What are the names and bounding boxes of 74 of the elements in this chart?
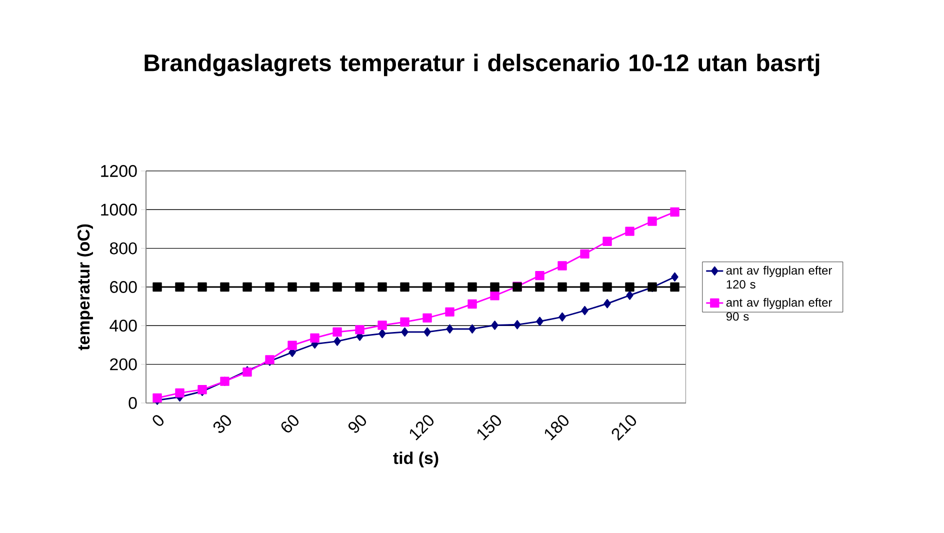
point (310, 333, 320, 343)
point (220, 282, 230, 292)
point (445, 282, 454, 292)
point (490, 291, 500, 300)
y-tick-label: 1000 (101, 204, 137, 216)
y-tick-label: 400 (110, 320, 137, 332)
x-tick-label: 30 (213, 415, 232, 433)
point (558, 261, 567, 270)
point (580, 249, 590, 259)
point (558, 282, 567, 292)
point (198, 282, 207, 292)
point (175, 388, 184, 398)
point (580, 282, 590, 292)
y-tick-label: 1200 (101, 164, 137, 177)
point (602, 282, 612, 292)
y-axis-title: temperatur (oC) (77, 224, 93, 350)
point (625, 282, 634, 292)
point (332, 327, 342, 337)
point (288, 340, 297, 350)
point (378, 282, 387, 292)
point (355, 282, 364, 292)
point (535, 282, 544, 292)
chart-title: Brandgaslagrets temperatur i delscenario 10-12 utan basrtj (144, 54, 820, 76)
point (625, 226, 634, 236)
point (378, 320, 387, 330)
point (152, 393, 162, 403)
point (334, 336, 341, 346)
point (626, 290, 634, 300)
x-tick-label: 0 (152, 415, 164, 426)
y-tick-label: 0 (128, 396, 137, 409)
point (332, 282, 342, 292)
x-tick-label: 210 (612, 415, 636, 441)
point (536, 316, 544, 326)
point (401, 327, 408, 337)
point (400, 282, 410, 292)
point (265, 282, 274, 292)
x-tick-label: 120 (410, 415, 434, 440)
point (648, 216, 657, 226)
point (468, 299, 477, 309)
y-tick-label: 800 (110, 242, 137, 254)
point (581, 306, 588, 316)
point (378, 328, 386, 338)
point (400, 317, 410, 327)
x-tick-label: 60 (281, 415, 299, 432)
y-tick-label: 600 (110, 280, 137, 293)
point (445, 307, 454, 317)
point (468, 282, 477, 292)
point (288, 282, 297, 292)
point (422, 313, 432, 323)
x-tick-label: 180 (544, 415, 569, 440)
x-tick-label: 150 (477, 415, 502, 440)
point (670, 207, 680, 217)
point (490, 282, 500, 292)
point (670, 282, 680, 292)
point (175, 282, 184, 292)
y-tick-label: 200 (110, 358, 137, 370)
point (468, 324, 476, 334)
point (446, 324, 454, 334)
point (152, 282, 162, 292)
point (310, 282, 320, 292)
point (604, 299, 611, 308)
point (424, 327, 431, 337)
point (355, 325, 364, 334)
point (422, 282, 432, 292)
point (514, 320, 521, 330)
legend-label: ant av flygplan efter 90 s (726, 298, 832, 321)
point (491, 320, 498, 330)
point (671, 272, 678, 282)
x-tick-label: 90 (348, 415, 366, 433)
point (602, 236, 612, 246)
point (558, 312, 566, 322)
x-axis-title: tid (s) (393, 452, 438, 468)
point (535, 270, 544, 280)
point (242, 282, 252, 292)
